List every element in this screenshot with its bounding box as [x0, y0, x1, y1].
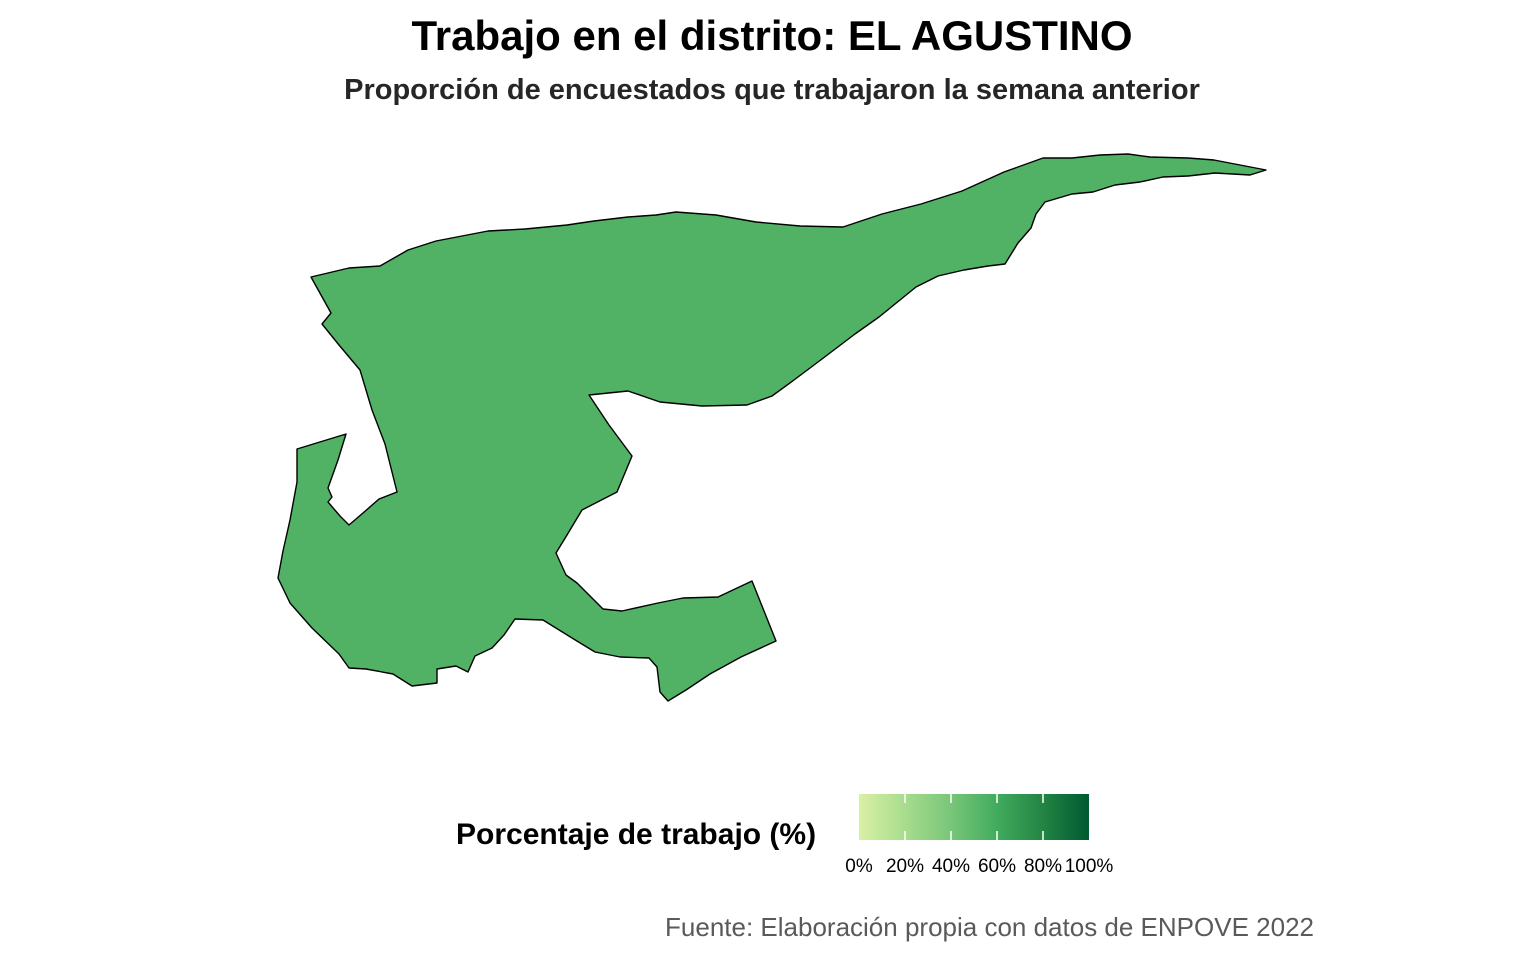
map-subtitle: Proporción de encuestados que trabajaron… — [344, 74, 1200, 106]
legend-color-bar — [859, 794, 1089, 840]
legend-tick-label: 20% — [885, 856, 925, 877]
map-title: Trabajo en el distrito: EL AGUSTINO — [411, 12, 1133, 59]
legend-tick-label: 0% — [845, 856, 873, 877]
legend-gradient-rect — [859, 794, 1089, 840]
legend-tick-label: 60% — [977, 856, 1017, 877]
district-polygon-el-agustino — [277, 153, 1267, 702]
legend-tick-label: 100% — [1064, 856, 1114, 877]
source-caption: Fuente: Elaboración propia con datos de … — [665, 912, 1314, 942]
legend-tick-labels: 0% 20% 40% 60% 80% 100% — [0, 856, 1536, 880]
legend-tick-label: 40% — [931, 856, 971, 877]
legend-title: Porcentaje de trabajo (%) — [456, 818, 817, 851]
legend-tick-label: 80% — [1023, 856, 1063, 877]
